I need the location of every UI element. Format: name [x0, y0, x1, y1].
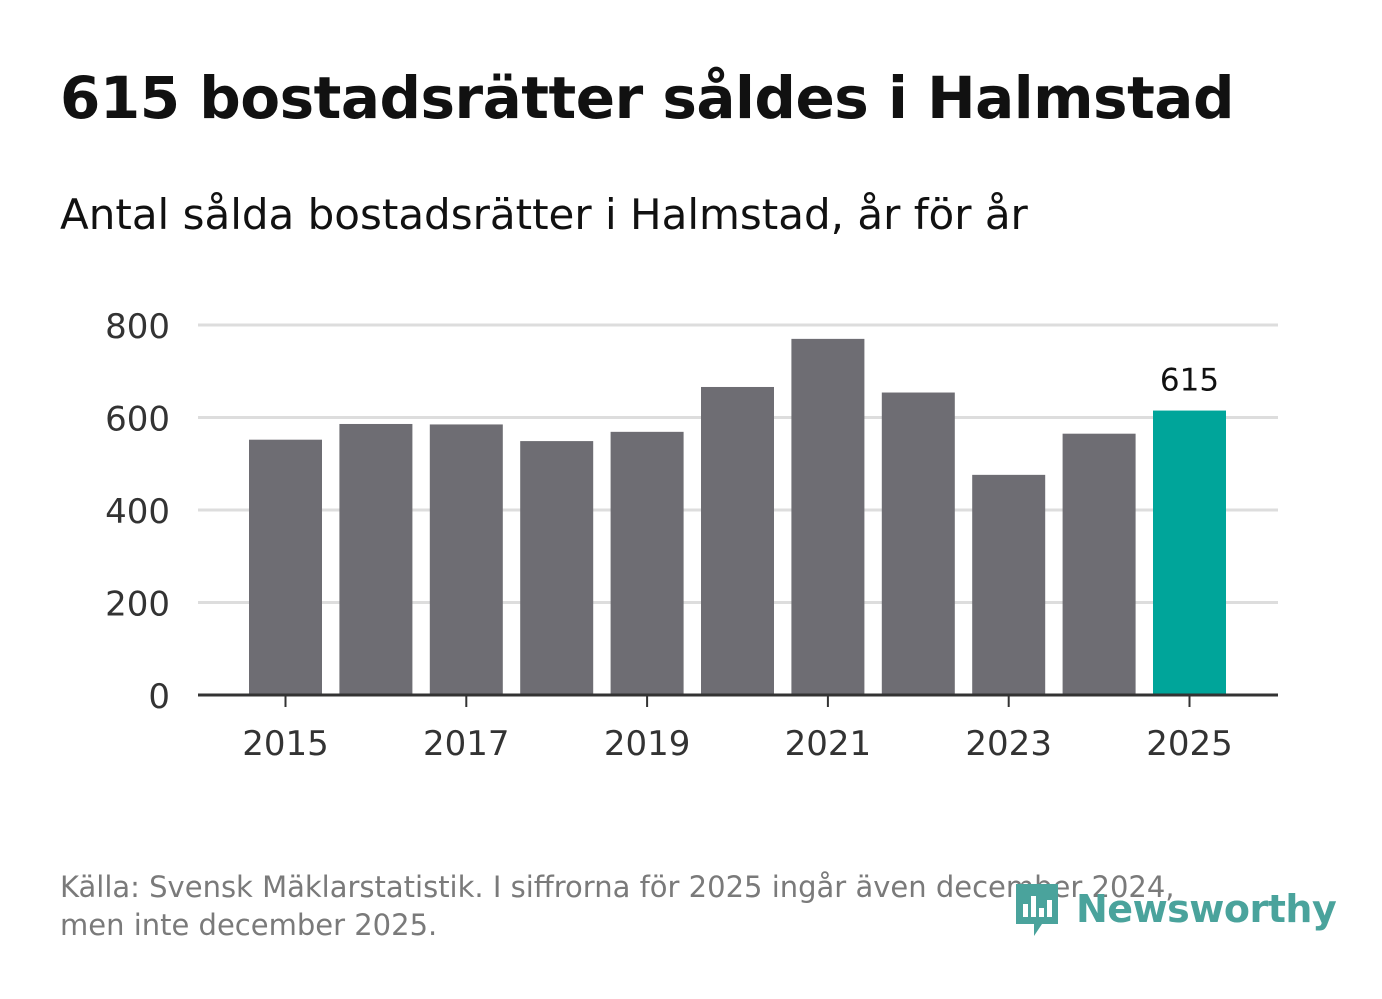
data-labels: 615	[1160, 363, 1219, 399]
y-tick-label-0: 0	[148, 677, 170, 717]
bar-2016	[339, 423, 413, 695]
bar-2025	[1153, 410, 1226, 695]
bar-2023	[972, 474, 1046, 695]
x-tick-label-2015: 2015	[242, 724, 329, 764]
y-tick-label-400: 400	[105, 492, 170, 532]
x-tick-label-2025: 2025	[1146, 724, 1233, 764]
bar-2021	[791, 338, 865, 695]
bar-2019	[610, 431, 684, 695]
bar-2024	[1062, 433, 1136, 695]
bar-2018	[520, 441, 594, 695]
x-tick-label-2021: 2021	[785, 724, 872, 764]
x-axis-ticks: 2015 2017 2019 2021 2023 2025	[242, 695, 1233, 764]
newsworthy-logo-icon	[1016, 884, 1058, 936]
newsworthy-logo: Newsworthy	[1012, 878, 1337, 940]
y-tick-label-800: 800	[105, 307, 170, 347]
y-tick-label-600: 600	[105, 400, 170, 440]
chart-subtitle: Antal sålda bostadsrätter i Halmstad, år…	[60, 190, 1028, 239]
bar-2015	[249, 439, 322, 695]
x-tick-label-2017: 2017	[423, 724, 510, 764]
source-note-line-2: men inte december 2025.	[60, 908, 438, 942]
bars	[249, 338, 1226, 695]
x-tick-label-2019: 2019	[604, 724, 691, 764]
bar-2022	[881, 392, 955, 695]
y-axis-ticks: 0 200 400 600 800	[105, 307, 170, 717]
bar-2017	[429, 424, 503, 695]
data-label-2025: 615	[1160, 363, 1219, 399]
source-note-line-1: Källa: Svensk Mäklarstatistik. I siffror…	[60, 870, 1175, 904]
x-tick-label-2023: 2023	[965, 724, 1052, 764]
chart-title: 615 bostadsrätter såldes i Halmstad	[60, 64, 1234, 132]
source-note: Källa: Svensk Mäklarstatistik. I siffror…	[60, 868, 1260, 944]
bar-2020	[701, 386, 774, 695]
newsworthy-logo-text: Newsworthy	[1076, 887, 1337, 931]
y-tick-label-200: 200	[105, 585, 170, 625]
